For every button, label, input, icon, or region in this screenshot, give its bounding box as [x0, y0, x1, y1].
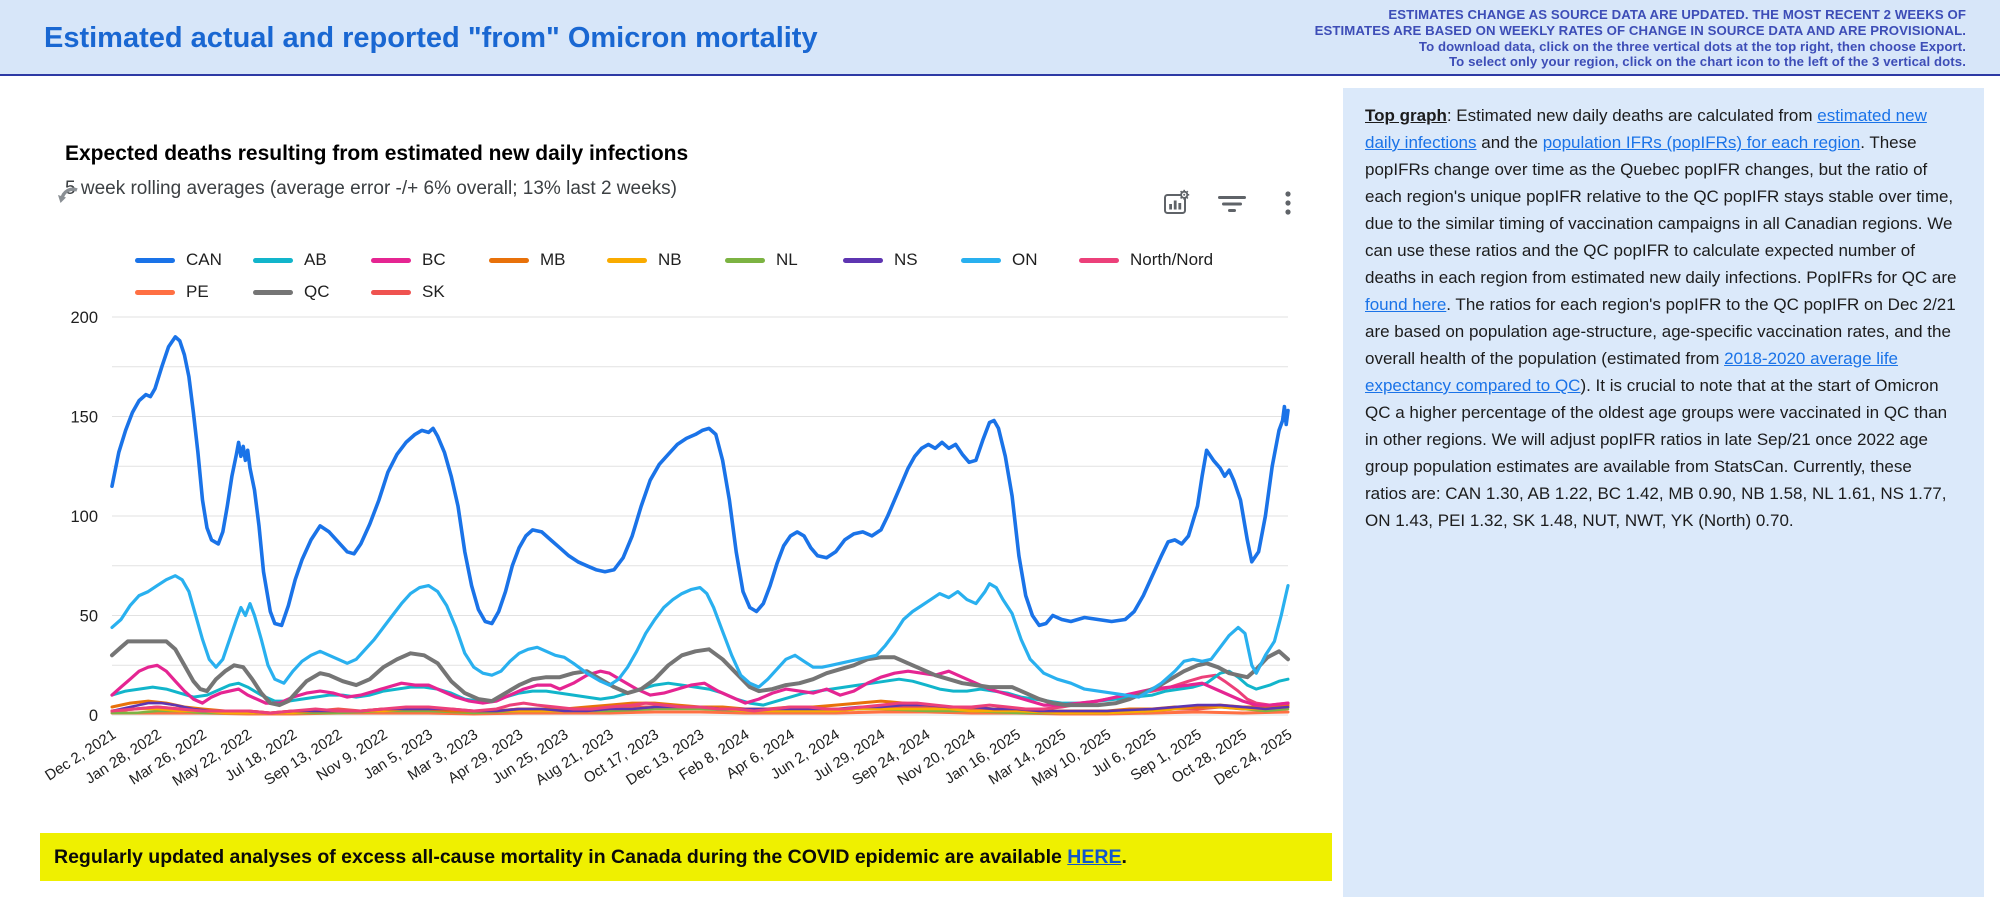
excess-mortality-banner: Regularly updated analyses of excess all…: [40, 833, 1332, 881]
legend-label: BC: [422, 250, 446, 269]
text-link[interactable]: 2018-2020 average life expectancy compar…: [1365, 349, 1899, 395]
legend-item-pe[interactable]: PE: [135, 282, 253, 302]
notice-line: ESTIMATES ARE BASED ON WEEKLY RATES OF C…: [1314, 22, 1966, 38]
legend-swatch: [1079, 257, 1119, 263]
legend-item-can[interactable]: CAN: [135, 250, 253, 270]
text-link[interactable]: HERE: [1067, 845, 1122, 868]
series-line-qc: [110, 639, 1290, 708]
legend-item-on[interactable]: ON: [961, 250, 1079, 270]
banner-text: Regularly updated analyses of excess all…: [54, 846, 1127, 869]
bold-underline-text: Top graph: [1365, 106, 1447, 125]
legend-label: PE: [186, 282, 209, 301]
text-run: . These popIFRs change over time as the …: [1365, 133, 1957, 287]
text-link[interactable]: found here: [1365, 295, 1447, 314]
legend-swatch: [135, 289, 175, 295]
notice-line: ESTIMATES CHANGE AS SOURCE DATA ARE UPDA…: [1388, 7, 1966, 22]
page-header: Estimated actual and reported "from" Omi…: [0, 0, 2000, 76]
chart-toolbar: [1160, 188, 1304, 218]
legend-label: ON: [1012, 250, 1038, 269]
chart-title: Expected deaths resulting from estimated…: [65, 142, 689, 165]
legend-item-nb[interactable]: NB: [607, 250, 725, 270]
undo-arrow-icon: [58, 187, 78, 203]
page-title: Estimated actual and reported "from" Omi…: [44, 22, 818, 54]
legend-swatch: [253, 289, 293, 295]
legend-swatch: [961, 257, 1001, 263]
legend-swatch: [607, 257, 647, 263]
filter-icon[interactable]: [1216, 188, 1248, 218]
legend-label: CAN: [186, 250, 222, 269]
legend-label: MB: [540, 250, 566, 269]
description-sidebar: Top graph: Estimated new daily deaths ar…: [1343, 88, 1984, 897]
notice-line: To select only your region, click on the…: [1449, 54, 1966, 70]
top-graph-description: Top graph: Estimated new daily deaths ar…: [1365, 102, 1958, 534]
series-line-on: [110, 574, 1290, 699]
text-link[interactable]: population IFRs (popIFRs) for each regio…: [1542, 133, 1861, 152]
chart-legend-row-1: CAN AB BC MB NB NL NS ON North/Nord: [135, 250, 1213, 270]
text-run: : Estimated new daily deaths are calcula…: [1446, 106, 1818, 125]
y-axis-tick-label: 150: [70, 409, 98, 427]
x-axis-tick-label: Dec 24, 2025: [1211, 726, 1295, 789]
legend-swatch: [253, 257, 293, 263]
legend-item-north-nord[interactable]: North/Nord: [1079, 250, 1213, 270]
header-notice: ESTIMATES CHANGE AS SOURCE DATA ARE UPDA…: [1315, 7, 1966, 70]
legend-item-ab[interactable]: AB: [253, 250, 371, 270]
legend-item-ns[interactable]: NS: [843, 250, 961, 270]
more-vertical-icon[interactable]: [1272, 188, 1304, 218]
legend-item-sk[interactable]: SK: [371, 282, 489, 302]
chart-settings-icon[interactable]: [1160, 188, 1192, 218]
legend-swatch: [371, 289, 411, 295]
legend-label: AB: [304, 250, 327, 269]
legend-label: North/Nord: [1130, 250, 1214, 269]
legend-label: SK: [422, 282, 445, 301]
legend-item-nl[interactable]: NL: [725, 250, 843, 270]
text-run: and the: [1476, 133, 1543, 152]
text-link[interactable]: estimated new daily infections: [1365, 106, 1927, 152]
legend-label: NL: [776, 250, 798, 269]
legend-swatch: [725, 257, 765, 263]
y-axis-tick-label: 100: [70, 508, 98, 526]
chart-subtitle: 5 week rolling averages (average error -…: [65, 178, 677, 199]
legend-label: NB: [658, 250, 682, 269]
text-run: Regularly updated analyses of excess all…: [54, 845, 1068, 868]
text-run: . The ratios for each region's popIFR to…: [1365, 295, 1956, 368]
legend-swatch: [371, 257, 411, 263]
y-axis-tick-label: 50: [80, 608, 98, 626]
legend-item-qc[interactable]: QC: [253, 282, 371, 302]
legend-item-mb[interactable]: MB: [489, 250, 607, 270]
chart-legend-row-2: PE QC SK: [135, 282, 489, 302]
notice-line: To download data, click on the three ver…: [1418, 38, 1966, 54]
y-axis-tick-label: 0: [89, 707, 98, 725]
legend-swatch: [489, 257, 529, 263]
legend-label: NS: [894, 250, 918, 269]
legend-swatch: [843, 257, 883, 263]
legend-swatch: [135, 257, 175, 263]
text-run: ). It is crucial to note that at the sta…: [1365, 376, 1948, 530]
text-run: .: [1121, 845, 1127, 868]
y-axis-tick-label: 200: [70, 309, 98, 327]
legend-item-bc[interactable]: BC: [371, 250, 489, 270]
legend-label: QC: [304, 282, 330, 301]
series-line-can: [110, 335, 1290, 628]
